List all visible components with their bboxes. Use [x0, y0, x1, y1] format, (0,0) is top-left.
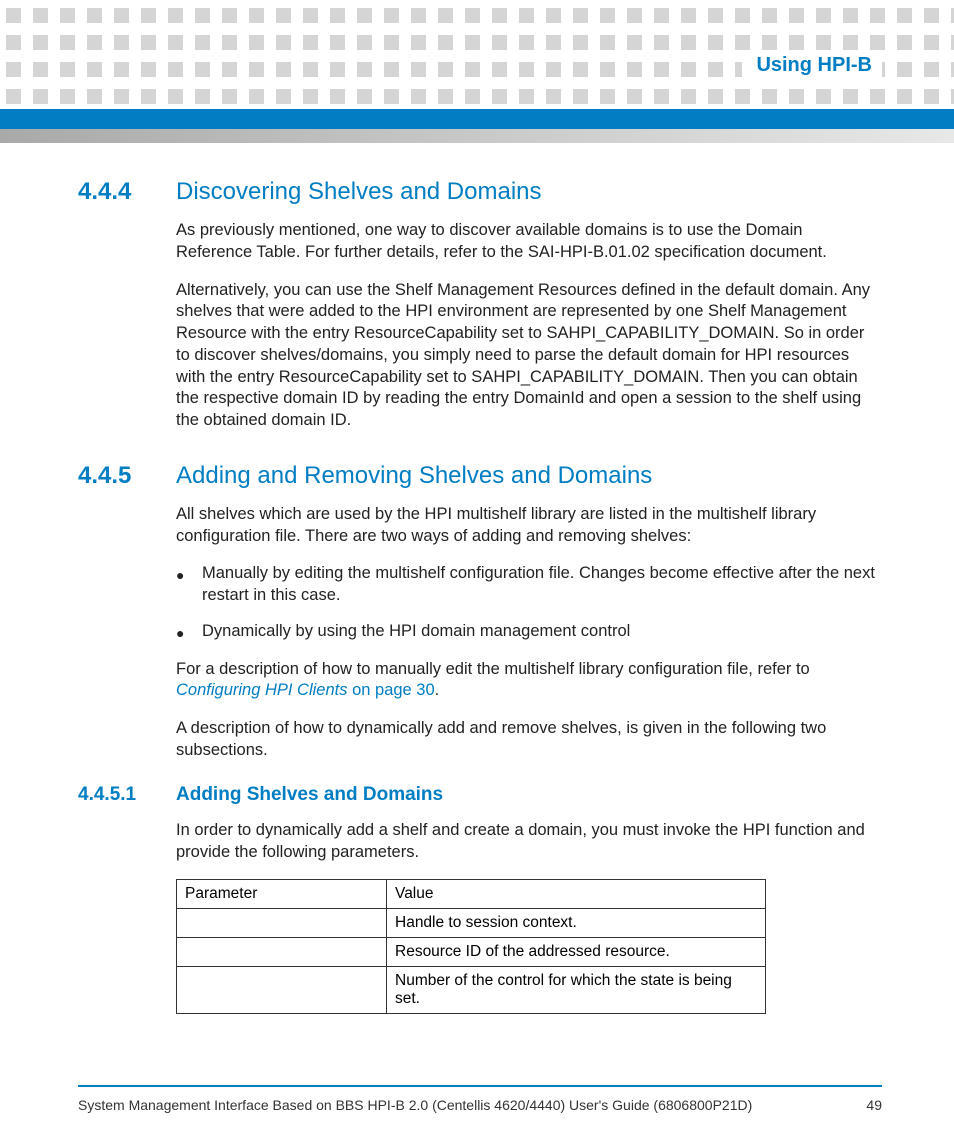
- section-title: Adding Shelves and Domains: [176, 784, 443, 806]
- paragraph: A description of how to dynamically add …: [176, 718, 882, 762]
- section-title: Discovering Shelves and Domains: [176, 178, 542, 206]
- table-cell: Resource ID of the addressed resource.: [387, 938, 766, 967]
- section-heading-444: 4.4.4 Discovering Shelves and Domains: [78, 178, 882, 206]
- cross-reference-page[interactable]: on page 30: [348, 681, 435, 699]
- header-dot-pattern: [0, 0, 954, 98]
- footer-rule: [78, 1085, 882, 1087]
- chapter-title: Using HPI-B: [742, 50, 882, 81]
- section-heading-4451: 4.4.5.1 Adding Shelves and Domains: [78, 784, 882, 806]
- list-item-text: Manually by editing the multishelf confi…: [202, 563, 882, 607]
- paragraph: For a description of how to manually edi…: [176, 659, 882, 703]
- text: For a description of how to manually edi…: [176, 660, 810, 678]
- table-cell: Number of the control for which the stat…: [387, 967, 766, 1014]
- paragraph: All shelves which are used by the HPI mu…: [176, 504, 882, 548]
- footer-doc-title: System Management Interface Based on BBS…: [78, 1097, 752, 1113]
- table-row: Handle to session context.: [177, 909, 766, 938]
- header-gray-rule: [0, 129, 954, 143]
- table-header-cell: Value: [387, 880, 766, 909]
- paragraph: As previously mentioned, one way to disc…: [176, 220, 882, 264]
- cross-reference-link[interactable]: Configuring HPI Clients: [176, 681, 348, 699]
- list-item: ● Manually by editing the multishelf con…: [176, 563, 882, 607]
- parameter-table: Parameter Value Handle to session contex…: [176, 879, 766, 1014]
- text: .: [435, 681, 440, 699]
- page-content: 4.4.4 Discovering Shelves and Domains As…: [78, 178, 882, 1014]
- page-footer: System Management Interface Based on BBS…: [78, 1085, 882, 1113]
- section-number: 4.4.4: [78, 178, 176, 206]
- table-row: Resource ID of the addressed resource.: [177, 938, 766, 967]
- bullet-icon: ●: [176, 563, 202, 607]
- table-row: Number of the control for which the stat…: [177, 967, 766, 1014]
- text: In order to dynamically add a shelf and …: [176, 821, 865, 861]
- section-number: 4.4.5.1: [78, 784, 176, 806]
- paragraph: In order to dynamically add a shelf and …: [176, 820, 882, 864]
- table-row: Parameter Value: [177, 880, 766, 909]
- bullet-icon: ●: [176, 621, 202, 643]
- list-item-text: Dynamically by using the HPI domain mana…: [202, 621, 630, 643]
- page-number: 49: [866, 1097, 882, 1113]
- table-cell: Handle to session context.: [387, 909, 766, 938]
- header-blue-rule: [0, 109, 954, 129]
- paragraph: Alternatively, you can use the Shelf Man…: [176, 280, 882, 432]
- table-cell: [177, 909, 387, 938]
- table-cell: [177, 967, 387, 1014]
- section-heading-445: 4.4.5 Adding and Removing Shelves and Do…: [78, 462, 882, 490]
- section-number: 4.4.5: [78, 462, 176, 490]
- table-cell: [177, 938, 387, 967]
- list-item: ● Dynamically by using the HPI domain ma…: [176, 621, 882, 643]
- section-title: Adding and Removing Shelves and Domains: [176, 462, 652, 490]
- table-header-cell: Parameter: [177, 880, 387, 909]
- bullet-list: ● Manually by editing the multishelf con…: [176, 563, 882, 642]
